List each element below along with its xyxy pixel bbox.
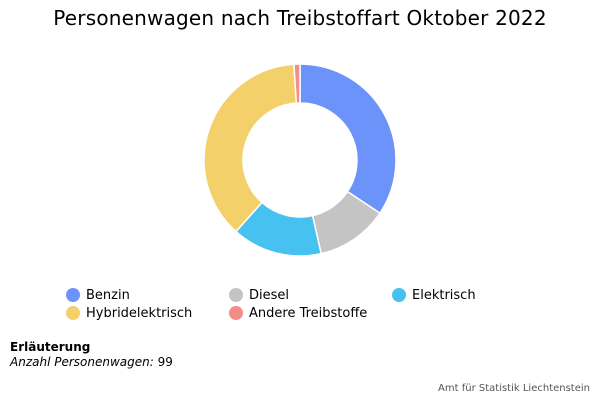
slice-hybridelektrisch[interactable] <box>203 63 298 233</box>
legend-label-elektrisch: Elektrisch <box>412 287 476 303</box>
chart-title: Personenwagen nach Treibstoffart Oktober… <box>53 6 547 30</box>
notes-value: 99 <box>157 355 173 369</box>
legend-item-elektrisch[interactable]: Elektrisch <box>392 286 555 304</box>
legend-swatch-benzin <box>66 288 80 302</box>
legend-item-andere-treibstoffe[interactable]: Andere Treibstoffe <box>229 304 392 322</box>
legend: Benzin Diesel Elektrisch Hybridelektrisc… <box>66 286 586 322</box>
notes: Erläuterung Anzahl Personenwagen: 99 <box>10 340 173 370</box>
legend-label-andere-treibstoffe: Andere Treibstoffe <box>249 305 368 321</box>
slice-benzin[interactable] <box>299 63 397 215</box>
legend-swatch-andere-treibstoffe <box>229 306 243 320</box>
legend-label-hybridelektrisch: Hybridelektrisch <box>86 305 193 321</box>
slice-andere-treibstoffe[interactable] <box>293 63 301 104</box>
legend-swatch-diesel <box>229 288 243 302</box>
legend-swatch-elektrisch <box>392 288 406 302</box>
legend-swatch-hybridelektrisch <box>66 306 80 320</box>
legend-label-benzin: Benzin <box>86 287 130 303</box>
notes-heading: Erläuterung <box>10 340 91 354</box>
legend-item-hybridelektrisch[interactable]: Hybridelektrisch <box>66 304 229 322</box>
legend-item-benzin[interactable]: Benzin <box>66 286 229 304</box>
legend-item-diesel[interactable]: Diesel <box>229 286 392 304</box>
source-credit: Amt für Statistik Liechtenstein <box>438 383 590 394</box>
notes-line: Anzahl Personenwagen: 99 <box>10 355 173 370</box>
legend-label-diesel: Diesel <box>249 287 290 303</box>
notes-label: Anzahl Personenwagen: <box>10 355 154 369</box>
